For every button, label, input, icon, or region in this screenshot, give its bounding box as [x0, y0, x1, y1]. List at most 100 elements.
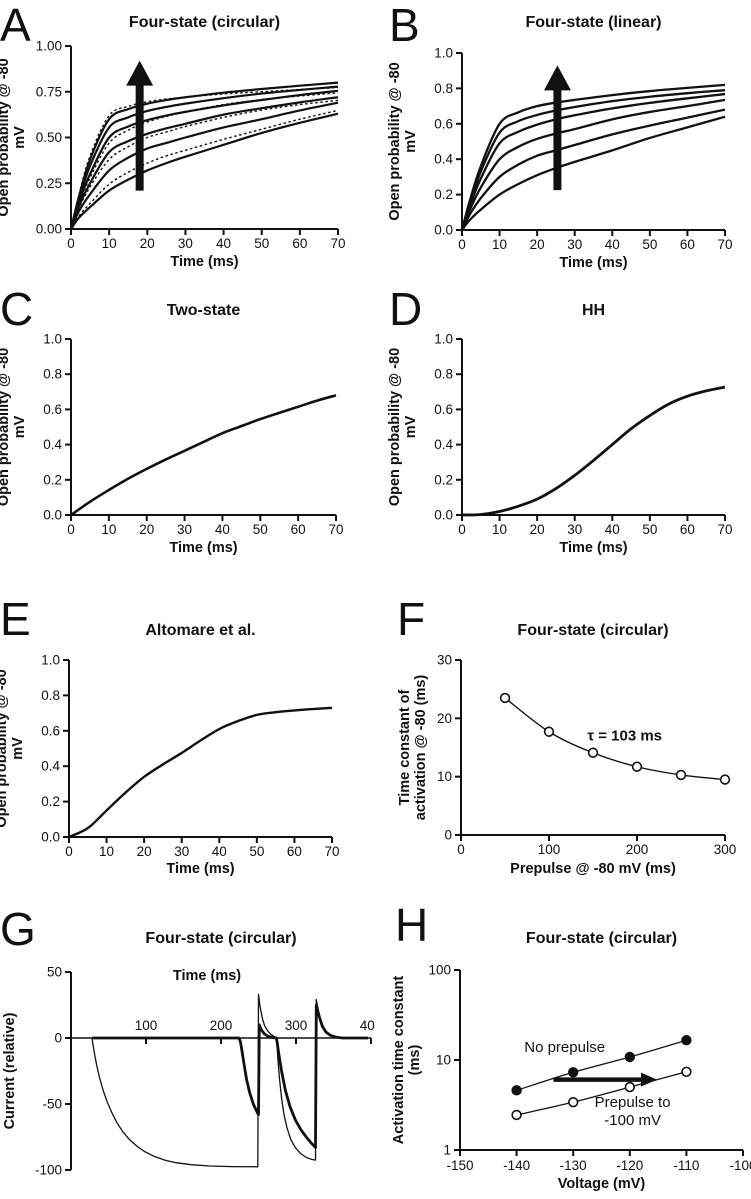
panel-F: F Four-state (circular) 0 10 20 30 0 100 200 30… [375, 570, 751, 890]
svg-text:0.4: 0.4 [41, 759, 60, 774]
svg-text:0.0: 0.0 [43, 508, 62, 523]
svg-text:10: 10 [101, 522, 116, 537]
panel-C-chart: 0.0 0.2 0.4 0.6 0.8 1.0 0 10 20 30 40 50 60 70 Time (m… [0, 332, 344, 557]
svg-text:0.6: 0.6 [41, 723, 60, 738]
svg-text:70: 70 [330, 236, 345, 251]
svg-text:40: 40 [216, 236, 231, 251]
svg-text:0: 0 [65, 844, 73, 859]
svg-text:50: 50 [254, 236, 269, 251]
svg-text:60: 60 [287, 844, 302, 859]
svg-text:60: 60 [291, 522, 306, 537]
svg-text:200: 200 [210, 1018, 233, 1033]
svg-text:10: 10 [492, 522, 507, 537]
svg-text:200: 200 [626, 842, 649, 857]
svg-text:100: 100 [538, 842, 561, 857]
svg-text:10: 10 [492, 237, 507, 252]
svg-text:50: 50 [47, 965, 62, 980]
svg-text:0.2: 0.2 [434, 187, 453, 202]
svg-text:1: 1 [443, 1143, 451, 1158]
panel-E-title: Altomare et al. [145, 622, 256, 639]
svg-text:40: 40 [215, 522, 230, 537]
svg-text:0.4: 0.4 [43, 437, 62, 452]
svg-text:20: 20 [437, 711, 452, 726]
svg-text:0.0: 0.0 [434, 223, 453, 238]
svg-text:60: 60 [680, 522, 695, 537]
svg-text:30: 30 [567, 522, 582, 537]
svg-text:-100: -100 [35, 1163, 62, 1178]
panel-F-letter: F [397, 593, 426, 645]
svg-text:50: 50 [249, 844, 264, 859]
panel-H-letter: H [395, 899, 429, 951]
svg-text:-110: -110 [673, 1158, 699, 1173]
svg-text:30: 30 [437, 653, 452, 668]
svg-text:0: 0 [458, 237, 466, 252]
panel-C-title: Two-state [166, 302, 241, 319]
svg-text:0.00: 0.00 [36, 222, 62, 237]
svg-text:0: 0 [54, 1031, 62, 1046]
panel-C-letter: C [0, 283, 34, 335]
panel-B-chart: 0.0 0.2 0.4 0.6 0.8 1.0 0 10 20 30 40 50 60 70 Time (m… [387, 46, 733, 272]
svg-text:40: 40 [605, 522, 620, 537]
svg-text:10: 10 [436, 1053, 451, 1068]
svg-text:0.2: 0.2 [434, 472, 453, 487]
svg-text:0.2: 0.2 [43, 472, 62, 487]
svg-text:10: 10 [99, 844, 114, 859]
panel-C: C Two-state 0.0 0.2 0.4 0.6 0.8 1.0 0 10 20 30 40 5… [0, 280, 375, 570]
panel-H-chart: 100 10 1-150 -140 -130 -120 -110 -100 Voltage (m… [391, 963, 751, 1193]
svg-text:40: 40 [212, 844, 227, 859]
svg-text:Open probability @ -80: Open probability @ -80 [387, 62, 403, 220]
svg-text:100: 100 [135, 1018, 158, 1033]
svg-text:0.0: 0.0 [41, 830, 60, 845]
svg-text:0.6: 0.6 [434, 116, 453, 131]
svg-text:60: 60 [292, 236, 307, 251]
svg-text:0: 0 [67, 236, 75, 251]
panel-H-title: Four-state (circular) [525, 930, 678, 947]
svg-text:40: 40 [605, 237, 620, 252]
svg-text:0.75: 0.75 [36, 84, 62, 99]
svg-text:50: 50 [253, 522, 268, 537]
svg-text:No prepulse: No prepulse [524, 1039, 605, 1056]
svg-text:400: 400 [360, 1018, 375, 1033]
svg-text:Prepulse @ -80 mV (ms): Prepulse @ -80 mV (ms) [510, 861, 676, 877]
svg-text:0.8: 0.8 [41, 688, 60, 703]
panel-G-title: Four-state (circular) [145, 930, 297, 947]
panel-A-chart: 0.00 0.25 0.50 0.75 1.00 0 10 20 30 40 50 60 70 Time … [0, 39, 346, 271]
svg-text:1.0: 1.0 [434, 332, 453, 347]
svg-text:20: 20 [137, 844, 152, 859]
svg-text:mV: mV [12, 126, 28, 149]
svg-text:Voltage (mV): Voltage (mV) [558, 1176, 646, 1192]
svg-text:0.50: 0.50 [36, 130, 62, 145]
svg-text:Time (ms): Time (ms) [170, 254, 238, 270]
svg-text:1.0: 1.0 [434, 46, 453, 61]
svg-text:70: 70 [328, 522, 343, 537]
svg-text:-120: -120 [616, 1158, 643, 1173]
svg-text:50: 50 [642, 522, 657, 537]
panel-B-title: Four-state (linear) [525, 14, 662, 31]
svg-text:100: 100 [428, 963, 451, 978]
svg-text:Open probability @ -80: Open probability @ -80 [387, 348, 403, 506]
svg-text:70: 70 [324, 844, 339, 859]
panel-G: G Four-state (circular) 50 0 -50 -100 100 200… [0, 890, 375, 1199]
svg-text:1.0: 1.0 [43, 332, 62, 347]
svg-text:0.0: 0.0 [434, 508, 453, 523]
svg-text:Time (ms): Time (ms) [559, 255, 627, 271]
panel-G-letter: G [0, 903, 36, 955]
svg-text:-140: -140 [503, 1158, 530, 1173]
panel-E-letter: E [0, 593, 31, 645]
svg-text:20: 20 [140, 236, 155, 251]
svg-text:Current (relative): Current (relative) [2, 1012, 18, 1129]
svg-text:60: 60 [680, 237, 695, 252]
panel-B: B Four-state (linear) 0.0 0.2 0.4 0.6 0.8 1.0… [375, 0, 751, 280]
svg-text:30: 30 [567, 237, 582, 252]
svg-text:(ms): (ms) [407, 1045, 423, 1076]
panel-B-letter: B [389, 0, 420, 51]
svg-text:Prepulse to: Prepulse to [595, 1094, 671, 1111]
svg-text:0.4: 0.4 [434, 152, 453, 167]
svg-text:20: 20 [530, 522, 545, 537]
svg-text:30: 30 [177, 522, 192, 537]
svg-text:0.2: 0.2 [41, 794, 60, 809]
svg-text:Time (ms): Time (ms) [166, 861, 234, 877]
svg-text:Open probability @ -80: Open probability @ -80 [0, 669, 10, 827]
svg-text:20: 20 [530, 237, 545, 252]
